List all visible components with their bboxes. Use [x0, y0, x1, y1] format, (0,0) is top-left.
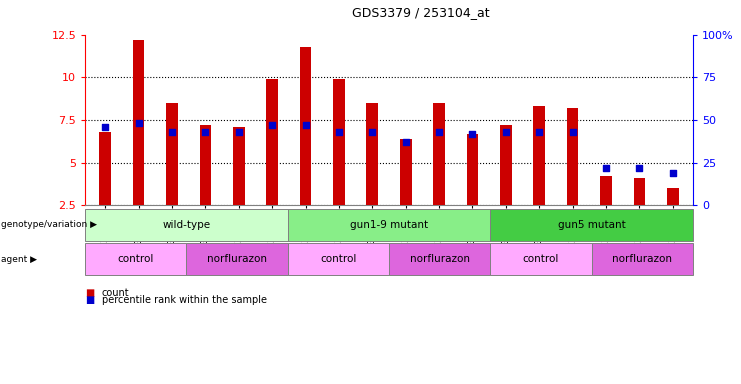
Point [133, 120, 144, 126]
Point [266, 122, 278, 128]
Text: control: control [320, 254, 356, 264]
Bar [567, 108, 579, 205]
Bar [199, 125, 211, 205]
Bar [534, 106, 545, 205]
Bar [266, 79, 278, 205]
Point [199, 129, 211, 135]
Bar [367, 103, 378, 205]
Point [600, 165, 612, 171]
Point [366, 129, 378, 135]
Bar [99, 132, 111, 205]
Text: GDS3379 / 253104_at: GDS3379 / 253104_at [352, 6, 490, 19]
Point [667, 170, 679, 176]
Text: control: control [118, 254, 154, 264]
Bar [166, 103, 178, 205]
Point [299, 122, 311, 128]
Point [467, 131, 479, 137]
Point [500, 129, 512, 135]
Bar [400, 139, 411, 205]
Text: gun1-9 mutant: gun1-9 mutant [350, 220, 428, 230]
Text: norflurazon: norflurazon [207, 254, 267, 264]
Point [166, 129, 178, 135]
Point [433, 129, 445, 135]
Text: wild-type: wild-type [162, 220, 210, 230]
Point [634, 165, 645, 171]
Bar [133, 40, 144, 205]
Point [400, 139, 412, 145]
Text: agent ▶: agent ▶ [1, 255, 38, 263]
Text: control: control [522, 254, 559, 264]
Bar [500, 125, 512, 205]
Text: genotype/variation ▶: genotype/variation ▶ [1, 220, 98, 229]
Text: ■: ■ [85, 288, 94, 298]
Bar [600, 176, 612, 205]
Point [99, 124, 111, 130]
Bar [634, 178, 645, 205]
Bar [299, 46, 311, 205]
Bar [467, 134, 479, 205]
Point [333, 129, 345, 135]
Bar [233, 127, 245, 205]
Point [534, 129, 545, 135]
Bar [433, 103, 445, 205]
Text: gun5 mutant: gun5 mutant [558, 220, 625, 230]
Point [233, 129, 245, 135]
Text: ■: ■ [85, 295, 94, 305]
Bar [333, 79, 345, 205]
Text: norflurazon: norflurazon [612, 254, 672, 264]
Text: norflurazon: norflurazon [410, 254, 470, 264]
Point [567, 129, 579, 135]
Text: count: count [102, 288, 129, 298]
Bar [667, 189, 679, 205]
Text: percentile rank within the sample: percentile rank within the sample [102, 295, 267, 305]
